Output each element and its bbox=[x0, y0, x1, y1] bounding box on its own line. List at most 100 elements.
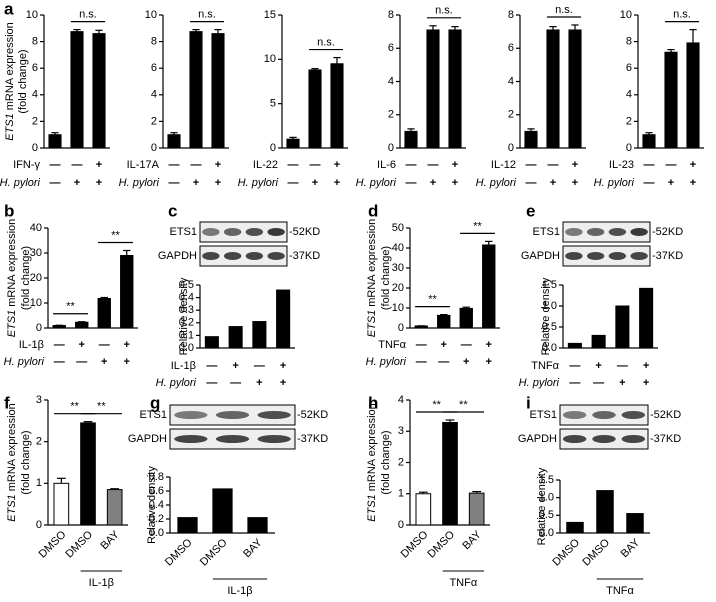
y-tick-label: 10 bbox=[26, 9, 38, 21]
y-tick-label: 6 bbox=[32, 62, 38, 74]
condition-sign: — bbox=[99, 339, 110, 351]
y-tick-label: 1.0 bbox=[539, 492, 554, 504]
y-tick-label: 10 bbox=[30, 297, 42, 309]
y-axis-label-unit: (fold change) bbox=[380, 430, 392, 494]
condition-sign: + bbox=[101, 356, 107, 368]
condition-label: IL-23 bbox=[609, 159, 634, 171]
y-axis-label: ETS1 mRNA expression bbox=[6, 403, 18, 522]
blot-band bbox=[586, 228, 605, 236]
y-tick-label: 0 bbox=[398, 519, 404, 531]
y-tick-label: 0 bbox=[388, 142, 394, 154]
x-tick-label: DMSO bbox=[198, 536, 230, 568]
blot-size-label: -37KD bbox=[650, 433, 681, 445]
blot-strip bbox=[199, 245, 288, 267]
condition-sign: — bbox=[288, 177, 299, 189]
bar bbox=[482, 244, 496, 329]
condition-sign: — bbox=[206, 360, 217, 372]
condition-sign: + bbox=[256, 377, 262, 389]
condition-sign: — bbox=[406, 159, 417, 171]
condition-label: IL-22 bbox=[253, 159, 278, 171]
bar bbox=[596, 490, 614, 534]
blot-band bbox=[257, 435, 291, 443]
bar bbox=[286, 138, 300, 149]
bar bbox=[177, 517, 198, 534]
bar bbox=[252, 321, 267, 349]
y-tick-label: 6 bbox=[626, 62, 632, 74]
y-tick-label: 0.2 bbox=[149, 513, 164, 525]
x-tick-label: BAY bbox=[241, 536, 265, 560]
blot-band bbox=[215, 435, 250, 443]
y-tick-label: 8 bbox=[508, 9, 514, 21]
y-tick-label: 10 bbox=[392, 302, 404, 314]
bar bbox=[626, 513, 644, 534]
y-tick-label: 0 bbox=[270, 142, 276, 154]
condition-sign: + bbox=[312, 177, 318, 189]
y-tick-label: 0 bbox=[32, 142, 38, 154]
y-axis-label: ETS1 mRNA expression bbox=[366, 403, 378, 522]
comparison-label: n.s. bbox=[317, 36, 335, 48]
blot-band bbox=[586, 252, 605, 260]
comparison-label: n.s. bbox=[79, 9, 97, 21]
condition-sign: — bbox=[617, 360, 628, 372]
condition-sign: — bbox=[644, 159, 655, 171]
comparison-label: n.s. bbox=[673, 9, 691, 21]
condition-label: H. pylori bbox=[594, 177, 635, 189]
bar bbox=[468, 492, 485, 526]
condition-sign: — bbox=[54, 339, 65, 351]
y-tick-label: 2 bbox=[36, 436, 42, 448]
y-axis-label: Relative density bbox=[536, 467, 548, 545]
condition-sign: — bbox=[526, 159, 537, 171]
condition-label: IL-1β bbox=[19, 339, 44, 351]
y-tick-label: 0.6 bbox=[149, 485, 164, 497]
y-tick-label: 2 bbox=[508, 109, 514, 121]
bar bbox=[97, 298, 111, 329]
condition-sign: + bbox=[280, 360, 286, 372]
condition-sign: — bbox=[548, 159, 559, 171]
condition-label: IL-12 bbox=[491, 159, 516, 171]
panel-letter: c bbox=[168, 201, 177, 220]
bar bbox=[642, 134, 656, 149]
bar bbox=[568, 29, 582, 149]
y-axis-label-unit: (fold change) bbox=[380, 246, 392, 310]
blot-band bbox=[621, 411, 646, 419]
blot-strip bbox=[562, 245, 651, 267]
y-tick-label: 0.8 bbox=[149, 471, 164, 483]
condition-sign: + bbox=[334, 159, 340, 171]
condition-sign: — bbox=[569, 360, 580, 372]
y-tick-label: 4 bbox=[32, 89, 38, 101]
condition-sign: + bbox=[486, 356, 492, 368]
condition-sign: — bbox=[593, 377, 604, 389]
condition-sign: + bbox=[486, 339, 492, 351]
condition-sign: + bbox=[215, 159, 221, 171]
y-tick-label: 4 bbox=[508, 75, 514, 87]
y-tick-label: 30 bbox=[392, 262, 404, 274]
bar bbox=[276, 289, 291, 349]
y-axis-label: Relative density bbox=[146, 466, 158, 544]
bar bbox=[442, 422, 458, 526]
blot-row-label: ETS1 bbox=[532, 226, 560, 238]
condition-sign: + bbox=[74, 177, 80, 189]
condition-sign: — bbox=[54, 356, 65, 368]
panel-letter: g bbox=[150, 393, 160, 412]
condition-label: H. pylori bbox=[119, 177, 160, 189]
condition-sign: — bbox=[288, 159, 299, 171]
condition-sign: — bbox=[191, 159, 202, 171]
panel-letter: b bbox=[4, 201, 14, 220]
y-tick-label: 0.4 bbox=[179, 292, 194, 304]
blot-row-label: GAPDH bbox=[518, 433, 557, 445]
condition-sign: + bbox=[452, 159, 458, 171]
condition-sign: — bbox=[461, 339, 472, 351]
condition-sign: — bbox=[428, 159, 439, 171]
blot-band bbox=[562, 435, 587, 443]
y-tick-label: 0.0 bbox=[542, 342, 557, 354]
condition-sign: — bbox=[438, 356, 449, 368]
condition-sign: + bbox=[619, 377, 625, 389]
blot-strip bbox=[199, 221, 288, 243]
condition-sign: + bbox=[643, 377, 649, 389]
condition-sign: + bbox=[430, 177, 436, 189]
bar bbox=[212, 488, 233, 534]
bar bbox=[686, 42, 700, 149]
y-tick-label: 0 bbox=[626, 142, 632, 154]
y-tick-label: 0.5 bbox=[542, 321, 557, 333]
